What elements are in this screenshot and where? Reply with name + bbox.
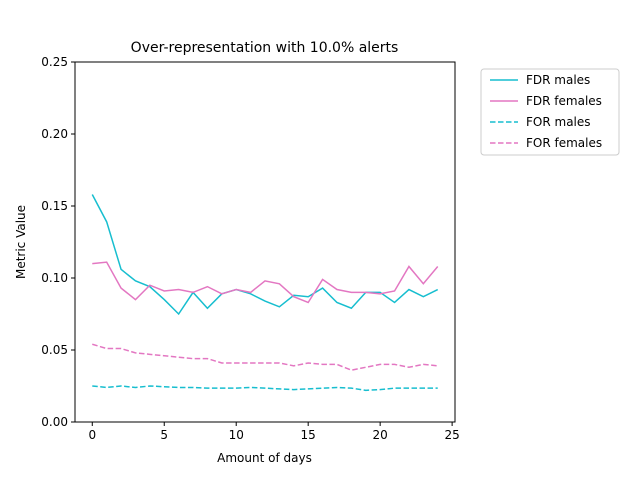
y-tick-label: 0.00 <box>41 415 68 429</box>
y-tick-label: 0.25 <box>41 55 68 69</box>
plot-frame <box>74 61 456 423</box>
legend-label: FOR females <box>526 136 602 150</box>
x-tick-label: 25 <box>444 428 459 442</box>
x-tick-label: 5 <box>160 428 168 442</box>
x-tick-label: 0 <box>88 428 96 442</box>
x-tick-label: 15 <box>301 428 316 442</box>
y-tick-label: 0.10 <box>41 271 68 285</box>
series-line-2 <box>92 261 439 304</box>
series-line-4 <box>92 343 438 371</box>
x-tick-label: 20 <box>373 428 388 442</box>
y-axis-label: Metric Value <box>14 205 28 279</box>
chart-title: Over-representation with 10.0% alerts <box>131 40 399 56</box>
legend: FDR males FDR females FOR males FOR females <box>480 68 620 156</box>
y-tick-label: 0.05 <box>41 343 68 357</box>
series-layer <box>91 194 439 392</box>
y-tick-label: 0.20 <box>41 127 68 141</box>
legend-label: FDR males <box>526 73 590 87</box>
x-axis-label: Amount of days <box>217 451 312 465</box>
y-tick-label: 0.15 <box>41 199 68 213</box>
legend-label: FOR males <box>526 115 591 129</box>
series-line-1 <box>91 194 439 316</box>
x-axis: 0 5 10 15 20 25 <box>88 422 460 442</box>
x-tick-label: 10 <box>229 428 244 442</box>
series-line-3 <box>92 385 438 392</box>
y-axis: 0.00 0.05 0.10 0.15 0.20 0.25 <box>41 55 75 429</box>
legend-label: FDR females <box>526 94 602 108</box>
legend-box <box>480 68 620 156</box>
